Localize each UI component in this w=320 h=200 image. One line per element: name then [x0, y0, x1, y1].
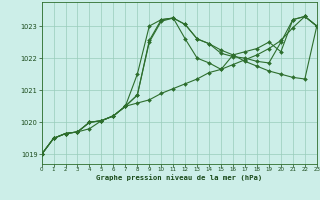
X-axis label: Graphe pression niveau de la mer (hPa): Graphe pression niveau de la mer (hPa) — [96, 175, 262, 181]
